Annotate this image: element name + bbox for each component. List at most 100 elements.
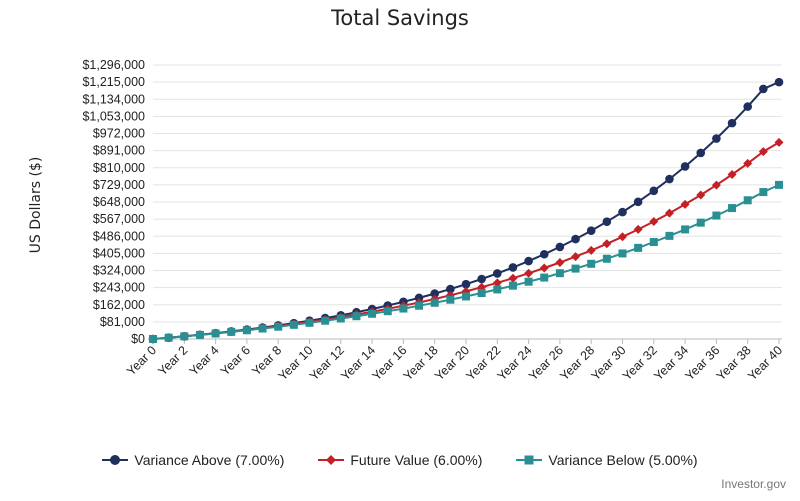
data-point — [743, 158, 753, 168]
legend-label-variance-above: Variance Above (7.00%) — [134, 452, 285, 468]
data-point — [415, 301, 424, 310]
legend-square-marker-icon — [516, 455, 543, 465]
data-point — [571, 234, 580, 244]
data-point — [602, 239, 612, 249]
series-line — [152, 141, 780, 340]
data-point — [383, 307, 392, 316]
data-point — [774, 137, 784, 147]
data-point — [289, 320, 298, 329]
y-tick-label: $81,000 — [100, 315, 145, 329]
data-point — [743, 102, 752, 111]
data-point — [508, 273, 518, 283]
data-point — [305, 318, 314, 327]
x-tick-label: Year 2 — [155, 343, 190, 378]
data-point — [258, 324, 267, 333]
data-point — [712, 134, 721, 143]
data-point — [149, 335, 157, 343]
y-tick-label: $162,000 — [93, 298, 145, 312]
data-point — [775, 180, 783, 189]
data-point — [696, 190, 706, 200]
y-axis-title: US Dollars ($) — [28, 157, 44, 254]
data-point — [508, 263, 518, 272]
data-point — [665, 231, 674, 240]
data-point — [649, 217, 659, 227]
data-point — [195, 330, 204, 339]
data-point — [461, 279, 471, 289]
data-point — [680, 162, 690, 171]
chart-legend: Variance Above (7.00%) Future Value (6.0… — [0, 452, 800, 468]
series-line — [152, 81, 780, 340]
data-point — [711, 180, 721, 190]
data-point — [555, 269, 564, 278]
data-point — [665, 174, 674, 184]
y-tick-label: $810,000 — [93, 161, 145, 175]
data-point — [321, 316, 330, 325]
x-tick-label: Year 4 — [187, 343, 222, 378]
legend-diamond-marker-icon — [318, 455, 345, 465]
data-point — [633, 197, 643, 207]
data-point — [180, 332, 189, 341]
credit-text: Investor.gov — [721, 477, 786, 491]
data-point — [586, 245, 596, 255]
data-point — [493, 269, 502, 278]
legend-label-variance-below: Variance Below (5.00%) — [548, 452, 698, 468]
data-point — [477, 274, 486, 284]
data-point — [728, 204, 737, 213]
y-tick-label: $324,000 — [93, 264, 145, 278]
data-point — [696, 218, 705, 227]
data-point — [586, 226, 596, 235]
gridlines — [153, 64, 782, 340]
data-point — [524, 277, 533, 286]
data-point — [712, 211, 721, 220]
x-tick-label: Year 0 — [124, 343, 159, 378]
data-point — [571, 264, 580, 273]
y-tick-label: $891,000 — [93, 144, 145, 158]
series-group — [148, 77, 784, 344]
data-point — [555, 242, 565, 252]
y-tick-label: $405,000 — [93, 246, 145, 260]
data-point — [508, 281, 517, 290]
x-tick-label: Year 6 — [218, 343, 253, 378]
y-tick-label: $1,215,000 — [82, 75, 145, 89]
data-point — [430, 289, 440, 298]
chart-title: Total Savings — [331, 6, 469, 30]
data-point — [759, 84, 768, 94]
legend-label-future-value: Future Value (6.00%) — [350, 452, 483, 468]
data-point — [681, 225, 690, 234]
legend-item-variance-above[interactable]: Variance Above (7.00%) — [102, 452, 284, 468]
data-point — [774, 77, 784, 87]
data-point — [368, 309, 377, 318]
y-tick-label: $567,000 — [93, 212, 145, 226]
data-point — [727, 170, 737, 180]
data-point — [539, 263, 549, 273]
data-point — [571, 252, 581, 262]
data-point — [664, 208, 674, 218]
y-tick-label: $729,000 — [93, 178, 145, 192]
data-point — [555, 258, 565, 268]
data-point — [759, 188, 768, 197]
data-point — [634, 243, 643, 252]
data-point — [633, 224, 643, 234]
y-tick-label: $1,053,000 — [82, 109, 145, 123]
data-point — [336, 314, 345, 323]
data-point — [493, 285, 502, 294]
data-point — [524, 268, 534, 278]
data-point — [211, 329, 220, 338]
data-point — [524, 256, 533, 266]
data-point — [462, 292, 470, 301]
data-point — [414, 293, 424, 303]
data-point — [227, 327, 236, 336]
y-tick-label: $0 — [131, 332, 145, 346]
data-point — [649, 238, 658, 247]
legend-item-future-value[interactable]: Future Value (6.00%) — [318, 452, 482, 468]
y-tick-label: $648,000 — [93, 195, 145, 209]
data-point — [539, 249, 549, 259]
data-point — [602, 217, 612, 227]
data-point — [492, 278, 502, 288]
legend-item-variance-below[interactable]: Variance Below (5.00%) — [516, 452, 698, 468]
data-point — [274, 322, 283, 331]
data-point — [540, 273, 549, 282]
axes: $0 $81,000 $162,000 $243,000 $324,000 $405,00… — [28, 58, 785, 383]
data-point — [477, 289, 486, 298]
